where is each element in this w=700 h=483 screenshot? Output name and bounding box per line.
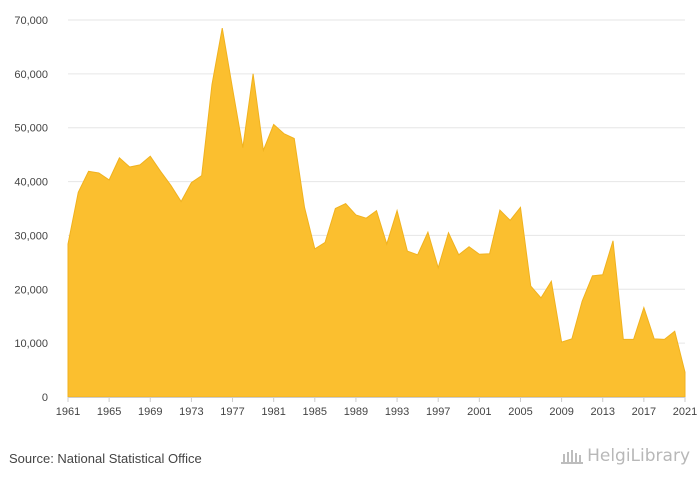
x-tick-label: 2021 xyxy=(673,406,697,418)
y-tick-label: 70,000 xyxy=(14,15,48,27)
brand-name: HelgiLibrary xyxy=(587,446,690,466)
y-tick-label: 20,000 xyxy=(14,284,48,296)
y-tick-label: 0 xyxy=(42,392,48,404)
x-tick-label: 2005 xyxy=(508,406,532,418)
x-tick-label: 1993 xyxy=(385,406,409,418)
y-axis-tick-labels: 0 10,000 20,000 30,000 40,000 50,000 60,000 70,… xyxy=(14,15,48,404)
x-tick-label: 2001 xyxy=(467,406,491,418)
area-chart: 0 10,000 20,000 30,000 40,000 50,000 60,000 70,… xyxy=(14,15,697,418)
x-tick-label: 1981 xyxy=(261,406,285,418)
x-tick-label: 1973 xyxy=(179,406,203,418)
helgi-library-logo-icon xyxy=(561,450,584,464)
x-tick-label: 1985 xyxy=(303,406,327,418)
y-tick-label: 40,000 xyxy=(14,177,48,189)
x-tick-label: 1977 xyxy=(220,406,244,418)
x-tick-label: 2013 xyxy=(590,406,614,418)
x-tick-label: 1969 xyxy=(138,406,162,418)
x-tick-label: 1961 xyxy=(56,406,80,418)
brand-logo: HelgiLibrary xyxy=(560,446,690,466)
x-axis-tick-labels: 1961 1965 1969 1973 1977 1981 1985 1989 1993 1997… xyxy=(56,397,697,418)
y-tick-label: 30,000 xyxy=(14,230,48,242)
x-tick-label: 2017 xyxy=(632,406,656,418)
x-tick-label: 1989 xyxy=(344,406,368,418)
x-tick-label: 1997 xyxy=(426,406,450,418)
area-series xyxy=(67,27,686,398)
y-tick-label: 10,000 xyxy=(14,338,48,350)
x-tick-label: 2009 xyxy=(549,406,573,418)
source-note: Source: National Statistical Office xyxy=(9,451,202,466)
x-tick-label: 1965 xyxy=(97,406,121,418)
y-tick-label: 50,000 xyxy=(14,123,48,135)
y-tick-label: 60,000 xyxy=(14,69,48,81)
area-fill xyxy=(67,27,686,398)
